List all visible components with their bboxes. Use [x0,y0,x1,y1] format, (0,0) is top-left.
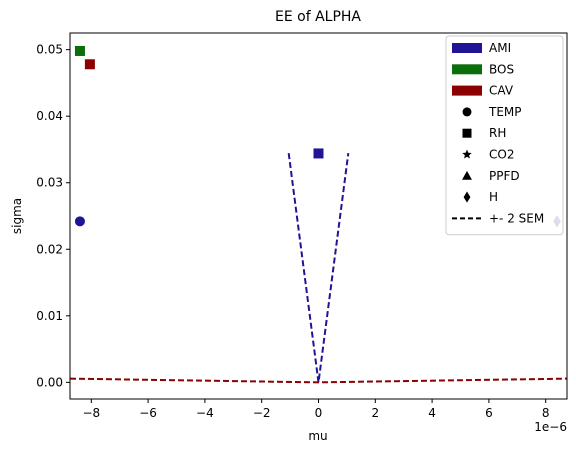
y-tick-label: 0.00 [36,375,63,389]
legend-label: CAV [489,84,514,98]
legend-label: H [489,190,498,204]
legend-marker-temp [462,107,472,117]
x-axis-label: mu [308,429,327,443]
sem-bands [70,153,567,384]
legend-label: RH [489,126,506,140]
legend-swatch-cav [452,85,482,96]
x-tick-label: −2 [253,406,271,420]
legend-label: +- 2 SEM [489,211,544,225]
x-tick-label: −4 [196,406,214,420]
x-tick-label: −6 [139,406,157,420]
point-ami-rh [313,148,324,159]
y-axis-label: sigma [10,198,24,234]
chart-title: EE of ALPHA [275,9,361,25]
point-ami-temp [74,216,85,227]
legend: AMI BOS CAV TEMP RH CO2 PPFD H +- 2 SEM [445,35,564,236]
y-tick-label: 0.02 [36,242,63,256]
legend-label: CO2 [489,148,514,162]
legend-label: BOS [489,62,514,76]
point-cav-rh [84,59,95,70]
legend-marker-h [463,191,471,203]
x-tick-label: 8 [542,406,550,420]
sem-band-cav [70,377,567,384]
x-axis-offset-label: 1e−6 [534,420,567,434]
legend-marker-ppfd [462,170,472,180]
legend-label: PPFD [489,169,520,183]
y-tick-label: 0.05 [36,43,63,57]
legend-marker-rh [462,128,472,138]
legend-swatch-ami [452,43,482,53]
legend-label: TEMP [488,105,522,119]
x-tick-label: −8 [82,406,100,420]
y-tick-label: 0.03 [36,176,63,190]
x-tick-label: 4 [428,406,436,420]
x-tick-label: 6 [485,406,493,420]
legend-swatch-bos [452,64,482,75]
y-tick-label: 0.01 [36,309,63,323]
y-tick-label: 0.04 [36,109,63,123]
y-axis: 0.00 0.01 0.02 0.03 0.04 0.05 [36,43,70,389]
legend-label: AMI [489,41,511,55]
x-axis: −8 −6 −4 −2 0 2 4 6 8 [82,399,550,420]
x-tick-label: 2 [371,406,379,420]
sem-band-ami [287,153,350,383]
legend-marker-co2 [462,149,472,159]
point-bos-rh [74,45,85,56]
x-tick-label: 0 [315,406,323,420]
